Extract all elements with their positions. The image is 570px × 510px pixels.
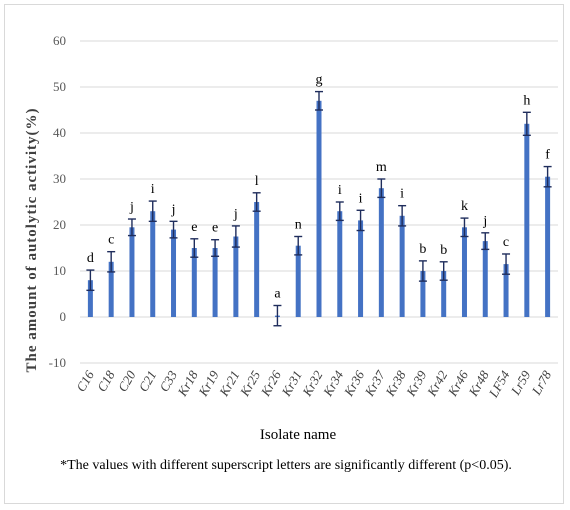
category-label-LF54: LF54: [485, 368, 513, 401]
letter-C18: c: [108, 233, 114, 248]
bar-Kr42: [441, 271, 447, 317]
letter-LF54: c: [503, 235, 509, 250]
y-tick-label: -10: [49, 355, 66, 370]
category-label-Kr18: Kr18: [174, 368, 201, 400]
x-axis-label: Isolate name: [260, 427, 337, 443]
chart-frame: [4, 4, 564, 504]
letter-Kr18: e: [191, 220, 197, 235]
letter-Kr19: e: [212, 221, 218, 236]
y-tick-label: 40: [53, 125, 66, 140]
category-label-Kr39: Kr39: [403, 368, 430, 400]
letter-Kr34: i: [338, 183, 342, 198]
bar-Kr25: [254, 202, 260, 317]
category-label-Lr59: Lr59: [507, 368, 533, 399]
category-label-Kr34: Kr34: [320, 368, 347, 400]
letter-Kr38: i: [400, 187, 404, 202]
bar-LF54: [503, 264, 509, 317]
bar-C21: [150, 211, 156, 317]
letter-Lr78: f: [545, 148, 550, 163]
category-label-Kr42: Kr42: [423, 368, 450, 400]
category-label-Kr25: Kr25: [236, 368, 263, 400]
y-tick-label: 30: [53, 171, 66, 186]
category-label-Kr36: Kr36: [340, 368, 367, 400]
bar-Kr18: [191, 248, 197, 317]
bar-Kr21: [233, 236, 239, 317]
y-tick-label: 0: [60, 309, 67, 324]
letter-C20: j: [129, 200, 134, 215]
letter-Kr42: b: [440, 243, 447, 258]
category-label-C16: C16: [73, 368, 97, 395]
bar-C20: [129, 227, 135, 317]
letter-Kr26: a: [274, 287, 281, 302]
y-axis-label: The amount of autolytic activity(%): [24, 108, 40, 373]
category-label-Kr31: Kr31: [278, 368, 305, 400]
x-axis-categories: C16C18C20C21C33Kr18Kr19Kr21Kr25Kr26Kr31K…: [73, 368, 554, 401]
bar-Kr48: [482, 241, 488, 317]
bar-Kr38: [399, 215, 405, 317]
y-tick-label: 10: [53, 263, 66, 278]
category-label-C20: C20: [115, 368, 139, 395]
category-label-Kr37: Kr37: [361, 368, 388, 400]
bar-C16: [87, 280, 93, 317]
error-bars: [86, 90, 552, 327]
bar-Kr32: [316, 100, 322, 317]
letter-Kr25: l: [255, 174, 259, 189]
category-label-Kr19: Kr19: [195, 368, 222, 400]
letter-Kr39: b: [419, 242, 426, 257]
letter-Kr36: i: [359, 191, 363, 206]
letter-Kr48: j: [482, 214, 487, 229]
category-label-Kr26: Kr26: [257, 368, 284, 400]
letter-Kr21: j: [233, 207, 238, 222]
bar-Kr39: [420, 271, 426, 317]
y-tick-label: 20: [53, 217, 66, 232]
footnote: *The values with different superscript l…: [60, 458, 512, 473]
bar-Kr31: [295, 245, 301, 317]
letter-Kr32: g: [316, 73, 323, 88]
letter-Kr46: k: [461, 199, 468, 214]
y-tick-label: 50: [53, 79, 66, 94]
letter-C16: d: [87, 251, 94, 266]
category-label-Kr21: Kr21: [216, 368, 243, 400]
bar-Lr78: [545, 176, 551, 317]
gridlines: [80, 40, 558, 364]
bar-C18: [108, 261, 114, 317]
bar-Kr19: [212, 248, 218, 317]
bar-Kr36: [358, 220, 364, 317]
category-label-Kr32: Kr32: [299, 368, 326, 400]
bar-Kr37: [378, 188, 384, 317]
y-tick-label: 60: [53, 33, 66, 48]
letter-Lr59: h: [523, 93, 530, 108]
letter-Kr31: n: [295, 218, 302, 233]
bar-Kr46: [461, 227, 467, 317]
y-axis-ticks: -10 0 10 20 30 40 50 60: [49, 33, 66, 370]
bar-C33: [171, 229, 177, 317]
category-label-C21: C21: [136, 368, 160, 394]
category-label-C18: C18: [94, 368, 118, 395]
bar-Kr34: [337, 211, 343, 317]
category-label-Lr78: Lr78: [528, 368, 554, 399]
letter-C21: i: [151, 182, 155, 197]
letter-Kr37: m: [376, 160, 387, 175]
bar-Lr59: [524, 123, 530, 317]
category-label-Kr38: Kr38: [382, 368, 409, 400]
letter-C33: j: [171, 202, 176, 217]
category-label-Kr46: Kr46: [444, 368, 471, 400]
